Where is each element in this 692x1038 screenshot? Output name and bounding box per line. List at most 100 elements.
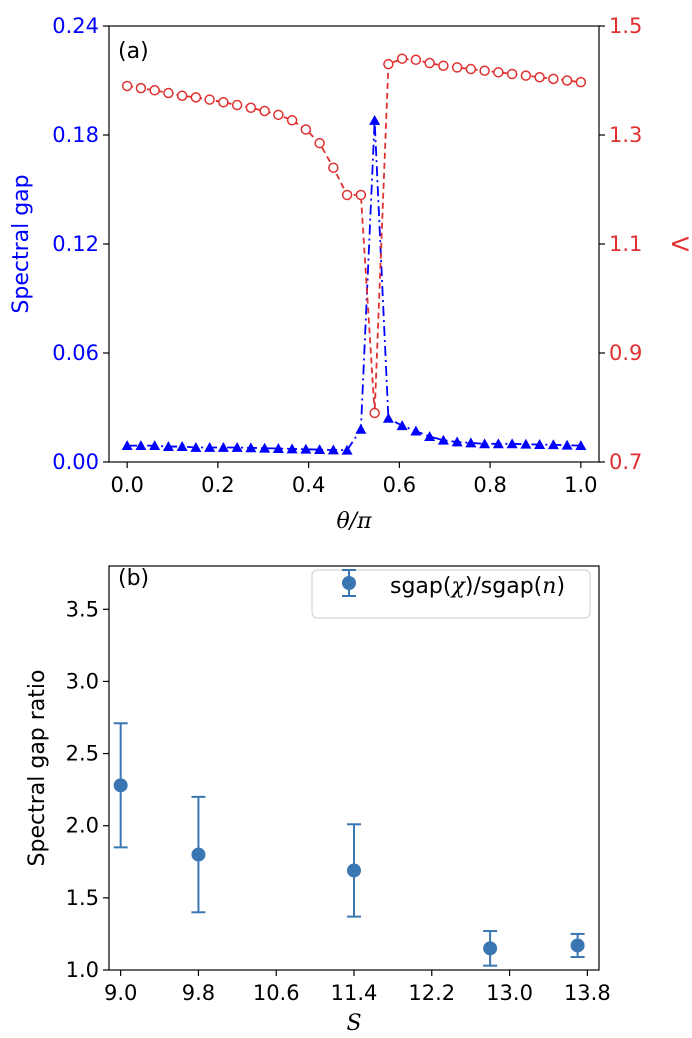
data-point — [570, 938, 585, 953]
data-point-spectral-gap — [231, 441, 243, 452]
data-point-spectral-gap — [204, 441, 216, 452]
a-right-axis-label: V — [666, 236, 691, 251]
data-point-spectral-gap — [190, 441, 202, 452]
data-point-v — [451, 62, 463, 73]
data-point-spectral-gap — [300, 443, 312, 454]
data-point-v — [245, 102, 257, 113]
a-left-tick-label: 0.18 — [52, 123, 99, 147]
data-point-spectral-gap — [492, 438, 504, 449]
a-right-tick-label: 0.9 — [609, 341, 642, 365]
b-y-axis-label: Spectral gap ratio — [25, 670, 50, 867]
b-y-tick-label: 3.5 — [66, 597, 99, 621]
b-x-axis-label: S — [346, 1011, 361, 1036]
panel-b: 9.0 9.8 10.6 11.4 12.2 13.0 13.8 1.0 1.5 2.0 2.5 3.… — [25, 565, 611, 1036]
data-point — [483, 941, 498, 956]
data-point-v — [355, 189, 367, 201]
data-point-spectral-gap — [272, 443, 284, 453]
b-x-tick-label: 9.8 — [182, 981, 215, 1005]
panel-a-plot-area — [121, 53, 587, 455]
data-point-v — [273, 109, 284, 121]
data-point-spectral-gap — [479, 438, 491, 449]
data-point-spectral-gap — [465, 437, 477, 448]
data-point — [191, 847, 206, 862]
data-point — [113, 778, 128, 793]
panel-a-tag: (a) — [118, 39, 149, 64]
legend: sgap(χ)/sgap(n) — [311, 569, 591, 619]
data-point-v — [286, 115, 298, 126]
data-point-v — [561, 75, 573, 86]
data-point-v — [328, 162, 339, 173]
a-x-tick-label: 0.0 — [110, 473, 143, 497]
b-y-tick-label: 1.5 — [66, 886, 99, 910]
data-point-spectral-gap — [341, 444, 353, 455]
series-line-spectral-gap — [127, 120, 581, 452]
a-right-tick-label: 0.7 — [609, 450, 642, 474]
data-point-spectral-gap — [176, 441, 188, 451]
data-point-spectral-gap — [520, 438, 532, 449]
data-point-spectral-gap — [424, 431, 436, 441]
data-point-v — [218, 97, 229, 108]
data-point-spectral-gap — [506, 438, 518, 449]
data-point-v — [410, 54, 422, 66]
data-point-v — [300, 124, 312, 135]
data-point-v — [341, 189, 353, 201]
data-point-v — [190, 92, 202, 103]
a-x-axis-label: θ/π — [336, 509, 372, 534]
data-point-v — [204, 94, 215, 105]
data-point-spectral-gap — [396, 420, 408, 431]
a-x-tick-label: 1.0 — [564, 473, 597, 497]
data-point-v — [534, 71, 545, 83]
data-point-spectral-gap — [534, 439, 546, 449]
data-point-v — [176, 90, 188, 102]
legend-box — [311, 569, 591, 619]
data-point-v — [438, 60, 449, 72]
data-point-v — [506, 68, 518, 80]
data-point-spectral-gap — [245, 442, 257, 453]
a-x-tick-label: 0.6 — [383, 473, 416, 497]
data-point-spectral-gap — [149, 440, 161, 451]
b-x-tick-label: 9.0 — [104, 981, 137, 1005]
data-point-v — [493, 67, 504, 78]
data-point-spectral-gap — [382, 412, 394, 423]
data-point-v — [575, 76, 587, 88]
a-left-tick-label: 0.24 — [52, 14, 99, 38]
data-point-spectral-gap — [314, 444, 326, 455]
a-right-tick-label: 1.5 — [609, 14, 642, 38]
panel-a-axes: 0.0 0.2 0.4 0.6 0.8 1.0 0.00 0.06 0.12 0.18 0.24 0.… — [9, 14, 691, 534]
data-point-v — [479, 65, 490, 76]
data-point-v — [163, 87, 174, 99]
data-point-v — [548, 73, 559, 85]
a-right-tick-label: 1.1 — [609, 232, 642, 256]
legend-marker — [342, 569, 356, 597]
data-point-spectral-gap — [547, 439, 559, 450]
panel-b-axes: 9.0 9.8 10.6 11.4 12.2 13.0 13.8 1.0 1.5 2.0 2.5 3.… — [25, 597, 611, 1036]
data-point-spectral-gap — [327, 444, 339, 455]
data-point-v — [121, 80, 133, 92]
data-point-v — [396, 53, 408, 64]
data-point-spectral-gap — [121, 440, 133, 451]
legend-label: sgap(χ)/sgap(n) — [390, 574, 565, 599]
data-point-spectral-gap — [451, 436, 463, 447]
b-y-tick-label: 3.0 — [66, 669, 99, 693]
data-point-spectral-gap — [410, 425, 422, 436]
data-point-v — [465, 63, 477, 75]
data-point-spectral-gap — [437, 434, 449, 445]
a-left-axis-label: Spectral gap — [9, 174, 34, 313]
data-point-spectral-gap — [217, 441, 229, 452]
data-point-v — [424, 57, 435, 69]
data-point-spectral-gap — [259, 442, 271, 453]
data-point-v — [149, 85, 160, 96]
data-point-spectral-gap — [561, 439, 573, 450]
a-left-tick-label: 0.00 — [52, 450, 99, 474]
b-x-tick-label: 11.4 — [331, 981, 378, 1005]
panel-b-plot-area — [113, 722, 585, 967]
data-point-spectral-gap — [369, 114, 381, 125]
data-point-spectral-gap — [355, 423, 367, 434]
a-x-tick-label: 0.2 — [201, 473, 234, 497]
b-x-tick-label: 10.6 — [253, 981, 300, 1005]
b-y-tick-label: 1.0 — [66, 958, 99, 982]
data-point-spectral-gap — [575, 440, 587, 451]
panel-b-tag: (b) — [118, 566, 149, 591]
a-x-tick-label: 0.8 — [473, 473, 506, 497]
